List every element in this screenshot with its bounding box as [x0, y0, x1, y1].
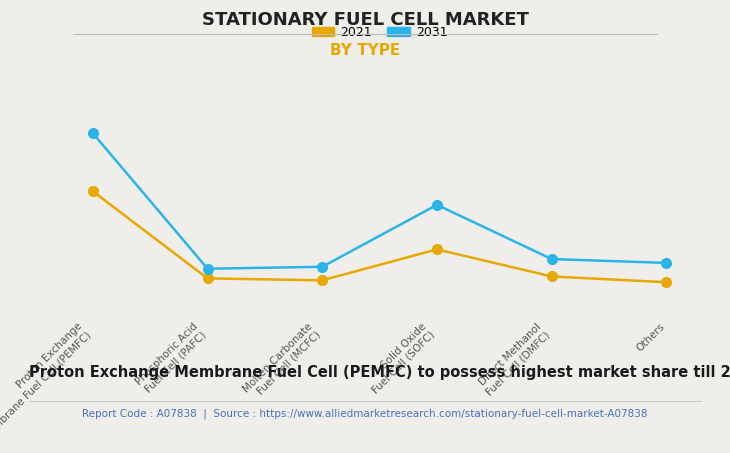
Legend: 2021, 2031: 2021, 2031	[307, 21, 453, 44]
2021	[548, 274, 556, 279]
2021	[433, 246, 442, 252]
Text: Proton Exchange Membrane Fuel Cell (PEMFC) to possess highest market share till : Proton Exchange Membrane Fuel Cell (PEMF…	[29, 365, 730, 380]
2031	[318, 264, 326, 270]
2021	[88, 188, 97, 194]
2031	[433, 202, 442, 207]
2021	[662, 280, 671, 285]
2031	[203, 266, 212, 271]
Text: BY TYPE: BY TYPE	[330, 43, 400, 58]
2021	[318, 278, 326, 283]
2031	[548, 256, 556, 262]
Line: 2021: 2021	[88, 187, 672, 287]
2031	[88, 130, 97, 136]
2021	[203, 276, 212, 281]
Line: 2031: 2031	[88, 128, 672, 274]
Text: STATIONARY FUEL CELL MARKET: STATIONARY FUEL CELL MARKET	[201, 11, 529, 29]
2031	[662, 260, 671, 265]
Text: Report Code : A07838  |  Source : https://www.alliedmarketresearch.com/stationar: Report Code : A07838 | Source : https://…	[82, 409, 648, 419]
